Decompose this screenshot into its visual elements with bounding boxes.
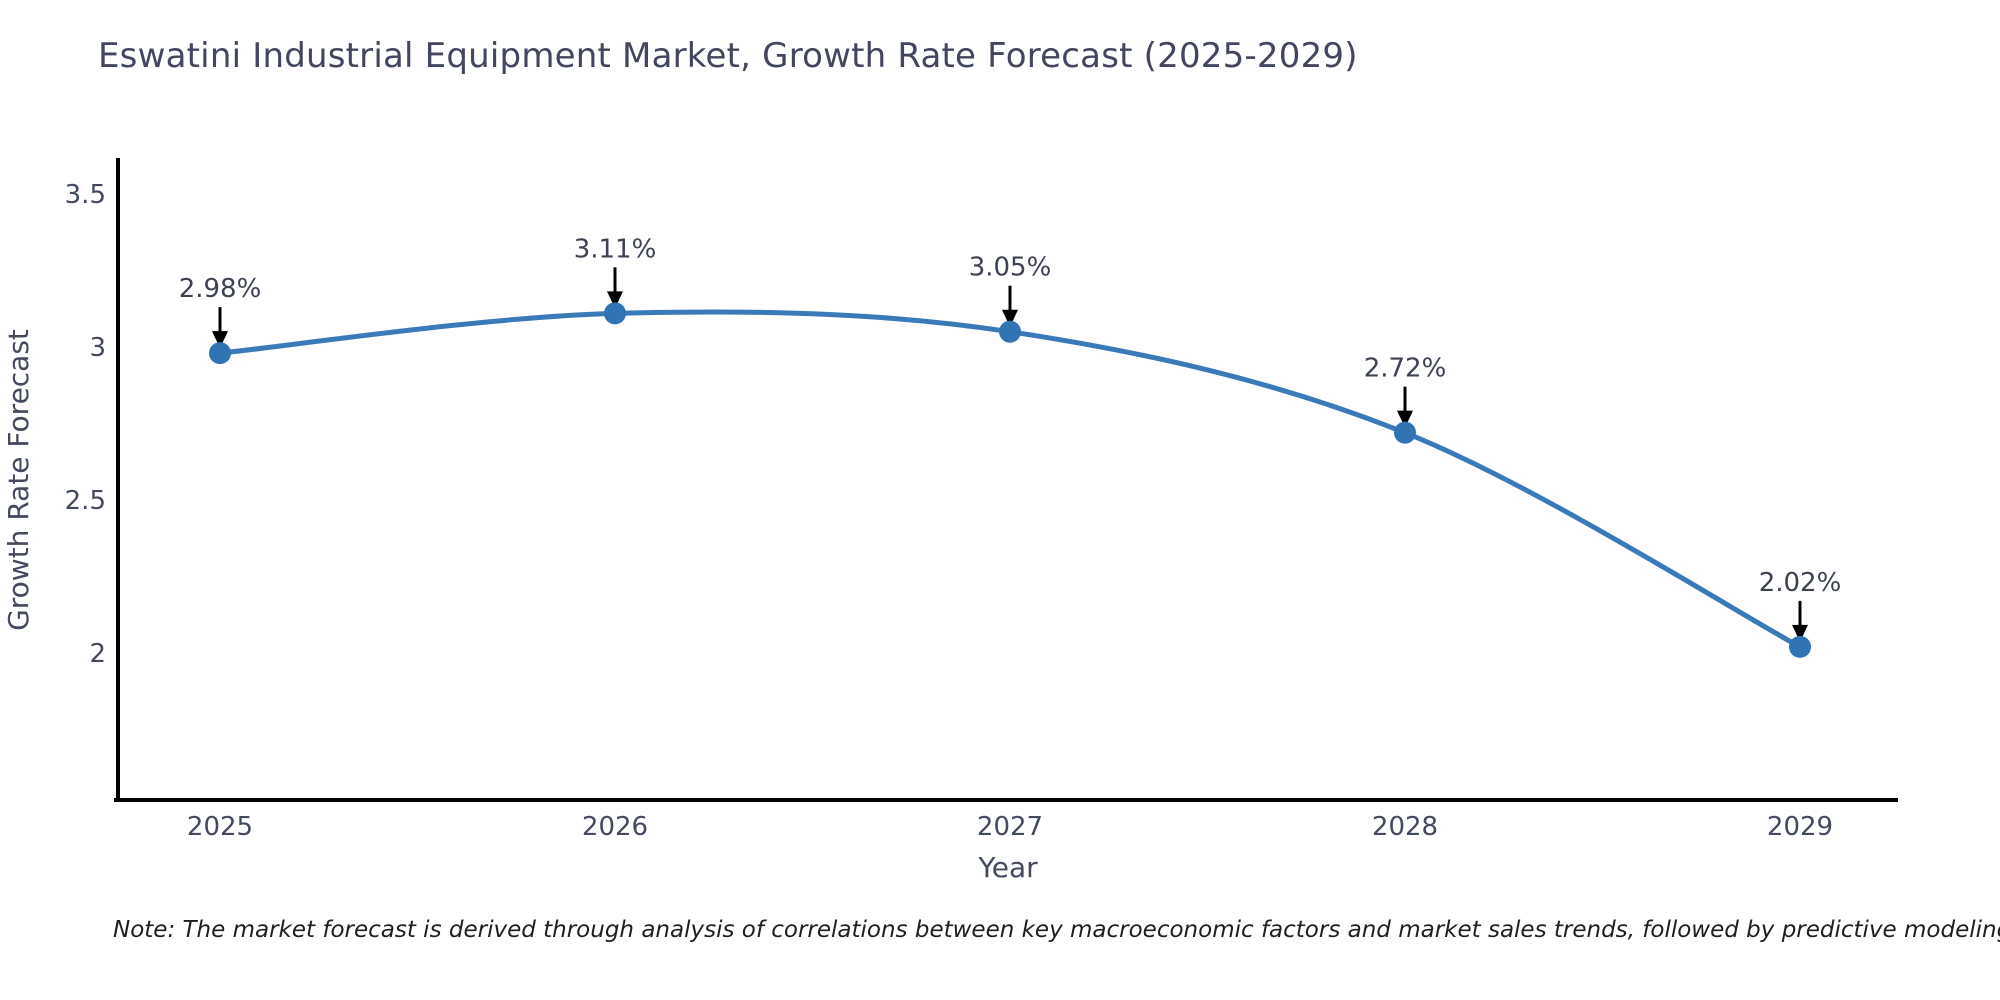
annotation-label: 3.05% <box>969 253 1052 283</box>
data-point-marker[interactable] <box>1789 635 1811 658</box>
trend-line <box>217 309 1803 650</box>
x-tick-label: 2025 <box>187 812 253 842</box>
annotation-arrowhead-icon <box>1002 309 1018 327</box>
annotation-label: 3.11% <box>574 234 657 264</box>
x-tick-label: 2027 <box>977 812 1043 842</box>
x-tick-label: 2028 <box>1372 812 1438 842</box>
x-axis-title: Year <box>977 851 1038 884</box>
data-point-marker[interactable] <box>604 302 626 325</box>
y-tick-label: 2 <box>89 639 106 669</box>
annotation-label: 2.02% <box>1759 568 1842 598</box>
y-tick-label: 3.5 <box>65 180 106 210</box>
annotation-label: 2.72% <box>1364 354 1447 384</box>
y-tick-label: 3 <box>89 333 106 363</box>
annotation-arrowhead-icon <box>1792 624 1808 642</box>
data-point-marker[interactable] <box>999 320 1021 343</box>
annotation-arrowhead-icon <box>1397 410 1413 428</box>
annotation-arrowhead-icon <box>607 291 623 309</box>
chart-title: Eswatini Industrial Equipment Market, Gr… <box>98 36 1358 76</box>
data-point-marker[interactable] <box>1394 421 1416 444</box>
y-tick-label: 2.5 <box>65 486 106 516</box>
annotation-label: 2.98% <box>179 274 262 304</box>
footnote: Note: The market forecast is derived thr… <box>113 917 2000 943</box>
x-tick-label: 2026 <box>582 812 648 842</box>
annotation-arrowhead-icon <box>212 331 228 349</box>
y-axis-title: Growth Rate Forecast <box>2 329 35 631</box>
data-point-marker[interactable] <box>209 342 231 365</box>
x-tick-label: 2029 <box>1767 812 1833 842</box>
